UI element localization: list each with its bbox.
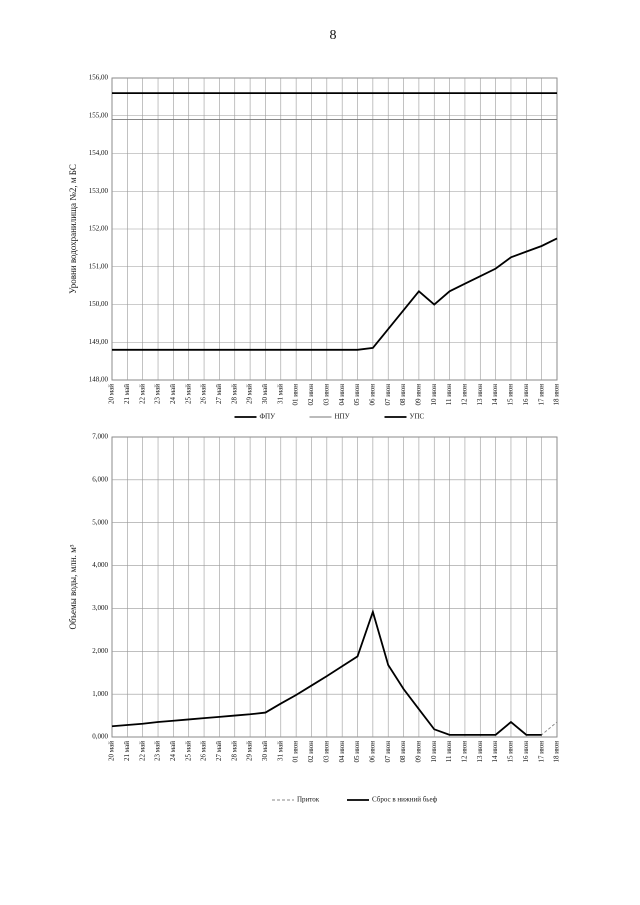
x-tick-label: 31 май — [276, 384, 284, 404]
legend-label: УПС — [410, 413, 425, 421]
y-tick-label: 2,000 — [92, 647, 108, 655]
x-tick-label: 03 июн — [322, 384, 330, 406]
x-tick-label: 27 май — [215, 741, 223, 761]
y-tick-label: 7,000 — [92, 433, 108, 441]
x-tick-label: 25 май — [184, 384, 192, 404]
x-tick-label: 15 июн — [507, 384, 515, 406]
x-tick-label: 14 июн — [491, 384, 499, 406]
x-tick-label: 23 май — [154, 741, 162, 761]
y-tick-label: 4,000 — [92, 561, 108, 569]
x-tick-label: 22 май — [138, 741, 146, 761]
y-tick-label: 3,000 — [92, 604, 108, 612]
x-tick-label: 13 июн — [476, 384, 484, 406]
legend-label: Приток — [297, 796, 320, 804]
y-tick-label: 148,00 — [89, 376, 109, 384]
y-tick-label: 149,00 — [89, 338, 109, 346]
x-tick-label: 22 май — [138, 384, 146, 404]
legend-label: Сброс в нижний бьеф — [372, 796, 438, 804]
x-tick-label: 12 июн — [461, 384, 469, 406]
x-tick-label: 05 июн — [353, 741, 361, 763]
x-tick-label: 30 май — [261, 384, 269, 404]
y-tick-label: 155,00 — [89, 111, 109, 119]
y-tick-label: 154,00 — [89, 149, 109, 157]
x-tick-label: 06 июн — [368, 384, 376, 406]
y-tick-label: 5,000 — [92, 518, 108, 526]
x-tick-label: 04 июн — [338, 384, 346, 406]
x-tick-label: 02 июн — [307, 384, 315, 406]
x-tick-label: 08 июн — [399, 741, 407, 763]
x-tick-label: 31 май — [276, 741, 284, 761]
x-tick-label: 20 май — [108, 384, 116, 404]
x-tick-label: 21 май — [123, 384, 131, 404]
x-tick-label: 14 июн — [491, 741, 499, 763]
x-tick-label: 08 июн — [399, 384, 407, 406]
x-tick-label: 18 июн — [553, 384, 561, 406]
x-tick-label: 13 июн — [476, 741, 484, 763]
x-tick-label: 29 май — [246, 384, 254, 404]
x-tick-label: 24 май — [169, 384, 177, 404]
x-tick-label: 26 май — [200, 384, 208, 404]
x-tick-label: 18 июн — [553, 741, 561, 763]
y-axis-label: Объемы воды, млн. м³ — [68, 544, 78, 629]
x-tick-label: 27 май — [215, 384, 223, 404]
x-tick-label: 01 июн — [292, 741, 300, 763]
x-tick-label: 15 июн — [507, 741, 515, 763]
y-tick-label: 153,00 — [89, 187, 109, 195]
x-tick-label: 28 май — [230, 741, 238, 761]
x-tick-label: 28 май — [230, 384, 238, 404]
x-tick-label: 10 июн — [430, 741, 438, 763]
x-tick-label: 03 июн — [322, 741, 330, 763]
legend-label: ФПУ — [260, 413, 276, 421]
x-tick-label: 10 июн — [430, 384, 438, 406]
y-tick-label: 151,00 — [89, 262, 109, 270]
x-tick-label: 06 июн — [368, 741, 376, 763]
y-tick-label: 156,00 — [89, 74, 109, 82]
x-tick-label: 05 июн — [353, 384, 361, 406]
x-tick-label: 23 май — [154, 384, 162, 404]
x-tick-label: 17 июн — [537, 741, 545, 763]
y-tick-label: 0,000 — [92, 733, 108, 741]
x-tick-label: 09 июн — [415, 741, 423, 763]
page-number: 8 — [330, 28, 337, 43]
x-tick-label: 24 май — [169, 741, 177, 761]
x-tick-label: 17 июн — [537, 384, 545, 406]
x-tick-label: 16 июн — [522, 384, 530, 406]
x-tick-label: 29 май — [246, 741, 254, 761]
x-tick-label: 11 июн — [445, 741, 453, 762]
x-tick-label: 09 июн — [415, 384, 423, 406]
x-tick-label: 25 май — [184, 741, 192, 761]
series-line — [112, 237, 558, 351]
legend-label: НПУ — [335, 413, 350, 421]
series-line — [111, 608, 542, 736]
x-tick-label: 02 июн — [307, 741, 315, 763]
x-tick-label: 01 июн — [292, 384, 300, 406]
x-tick-label: 16 июн — [522, 741, 530, 763]
x-tick-label: 20 май — [108, 741, 116, 761]
x-tick-label: 30 май — [261, 741, 269, 761]
x-tick-label: 26 май — [200, 741, 208, 761]
x-tick-label: 12 июн — [461, 741, 469, 763]
y-axis-label: Уровни водохранилища №2, м БС — [68, 164, 78, 294]
x-tick-label: 07 июн — [384, 384, 392, 406]
x-tick-label: 11 июн — [445, 384, 453, 405]
y-tick-label: 152,00 — [89, 225, 109, 233]
x-tick-label: 21 май — [123, 741, 131, 761]
x-tick-label: 07 июн — [384, 741, 392, 763]
y-tick-label: 150,00 — [89, 300, 109, 308]
y-tick-label: 1,000 — [92, 690, 108, 698]
x-tick-label: 04 июн — [338, 741, 346, 763]
y-tick-label: 6,000 — [92, 475, 108, 483]
